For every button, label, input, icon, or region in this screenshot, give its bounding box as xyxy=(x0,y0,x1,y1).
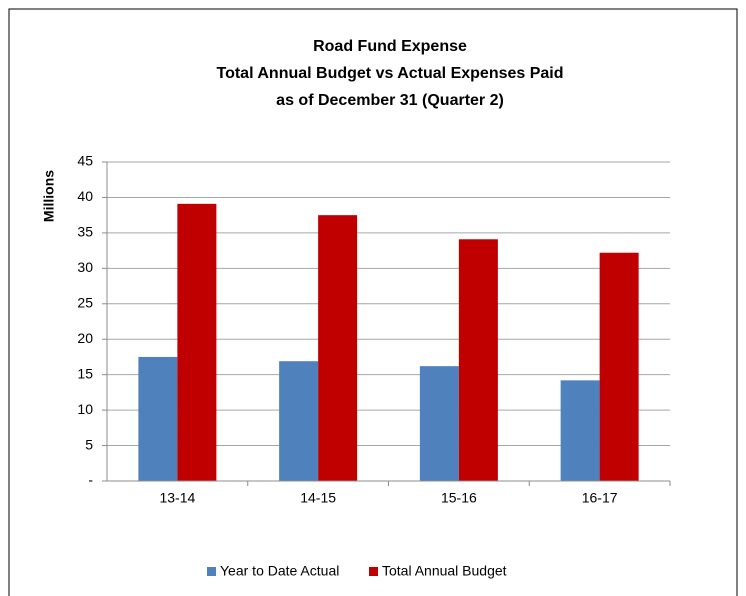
y-tick-label: 25 xyxy=(77,294,93,310)
bar xyxy=(138,356,178,481)
bar xyxy=(599,252,639,481)
x-tick-label: 13-14 xyxy=(159,490,195,506)
y-tick-label: - xyxy=(88,472,93,488)
bar xyxy=(279,361,319,481)
x-tick-label: 15-16 xyxy=(441,490,477,506)
y-tick-label: 15 xyxy=(77,365,93,381)
chart-title: as of December 31 (Quarter 2) xyxy=(276,92,504,109)
y-tick-label: 30 xyxy=(77,259,93,275)
y-tick-label: 40 xyxy=(77,188,93,204)
y-axis-label: Millions xyxy=(41,170,57,222)
y-tick-label: 5 xyxy=(85,436,93,452)
legend-label: Year to Date Actual xyxy=(220,563,339,579)
y-tick-label: 20 xyxy=(77,330,93,346)
legend-swatch xyxy=(369,567,378,576)
bar xyxy=(419,366,459,481)
bar xyxy=(318,215,358,481)
x-tick-label: 16-17 xyxy=(582,490,618,506)
chart-title: Road Fund Expense xyxy=(313,38,467,55)
bar xyxy=(458,239,498,481)
bar xyxy=(177,203,217,481)
y-tick-label: 10 xyxy=(77,401,93,417)
x-tick-label: 14-15 xyxy=(300,490,336,506)
y-tick-label: 45 xyxy=(77,153,93,169)
y-tick-label: 35 xyxy=(77,224,93,240)
legend-label: Total Annual Budget xyxy=(382,563,507,579)
legend-swatch xyxy=(207,567,216,576)
chart-title: Total Annual Budget vs Actual Expenses P… xyxy=(216,65,563,82)
bar xyxy=(560,380,600,481)
